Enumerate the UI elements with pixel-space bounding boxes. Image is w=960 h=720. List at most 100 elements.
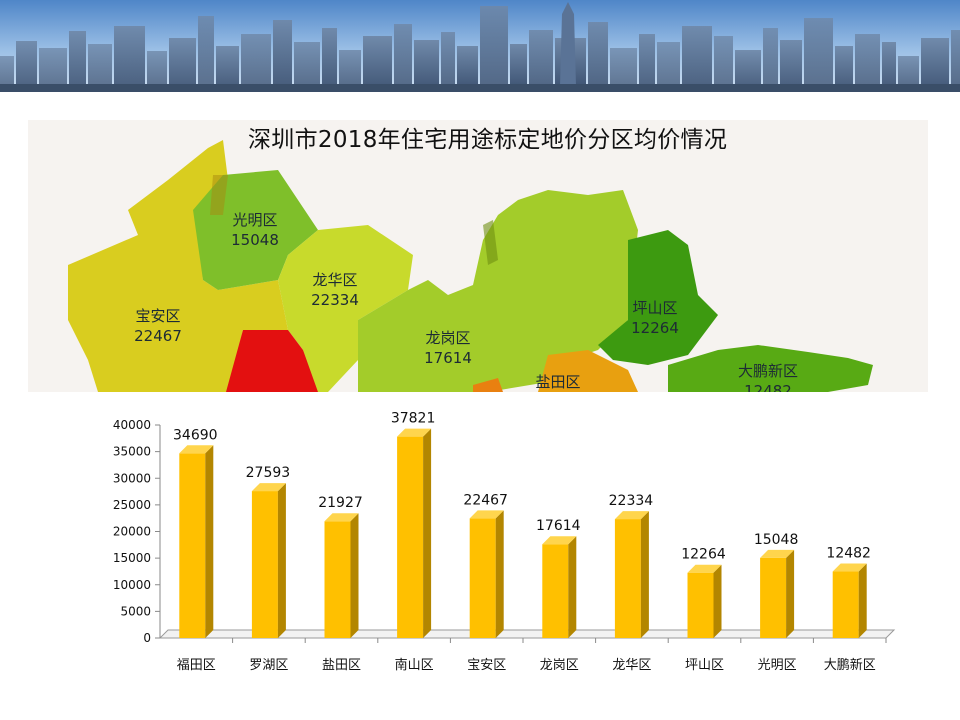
district-name: 宝安区 [135,307,181,325]
district-value: 12482 [744,382,792,392]
skyline-building [88,44,112,86]
map-region-dapeng [668,345,873,392]
map-relief-edge [483,220,498,265]
skyline-building [588,22,608,86]
bar-side [713,564,722,638]
skyline-building [322,28,337,86]
map-label-longgang: 龙岗区 17614 [424,328,472,368]
skyline-building [273,20,292,86]
bar-chart-panel: 0 5000 10000 15000 20000 25000 30000 35000 40000… [88,395,908,690]
bar-top [832,563,867,572]
y-tick-label: 20000 [113,525,151,539]
skyline-building [735,50,761,86]
map-region-baoan [68,140,288,392]
district-name: 龙岗区 [425,329,471,347]
skyline-building [394,24,412,86]
skyline-building [198,16,214,86]
bar [324,521,351,638]
skyline-building [610,48,637,86]
map-label-guangming: 光明区 15048 [231,210,279,250]
district-value: 15048 [231,231,279,249]
skyline-tower [560,2,576,86]
skyline-banner-image [0,0,960,92]
skyline-building [39,48,67,86]
district-name: 盐田区 [535,373,581,391]
y-tick-label: 40000 [113,418,151,432]
y-tick-label: 10000 [113,578,151,592]
skyline-building [147,51,167,86]
district-value: 22467 [134,327,182,345]
x-category-label: 坪山区 [685,658,724,673]
x-category-label: 龙华区 [612,658,651,673]
bar-side [205,445,214,638]
bar-side [495,510,504,638]
map-label-dapeng: 大鹏新区 12482 [738,361,798,392]
bar-top [324,513,359,522]
map-region-pingshan [598,230,718,365]
bar-value-label: 12264 [681,547,726,563]
x-category-label: 龙岗区 [540,658,579,673]
bar-top [687,564,722,573]
map-region-nanshan [226,330,318,392]
skyline-building [339,50,361,86]
y-tick-label: 35000 [113,445,151,459]
skyline-building [457,46,478,86]
bar-top [614,511,649,520]
skyline-building [714,36,733,86]
skyline-building [441,32,455,86]
skyline-building [951,30,960,86]
bar-value-label: 22334 [609,493,654,509]
bar [469,518,496,638]
bar-top [542,536,577,545]
bar [614,519,641,638]
bar [832,571,859,638]
district-name: 坪山区 [632,299,678,317]
skyline-building [216,46,239,86]
map-title: 深圳市2018年住宅用途标定地价分区均价情况 [248,127,728,153]
bar-side [858,563,867,638]
map-region-longhua [278,225,413,392]
district-name: 光明区 [232,211,278,229]
district-map: 深圳市2018年住宅用途标定地价分区均价情况 光明区 15048 龙华区 223… [28,120,928,392]
x-category-label: 大鹏新区 [824,657,876,673]
skyline-building [682,26,712,86]
bar [687,572,714,638]
bar-value-label: 27593 [246,465,291,481]
bar-value-label: 15048 [754,532,799,548]
x-category-label: 光明区 [758,658,797,673]
map-label-longhua: 龙华区 22334 [311,270,359,310]
skyline-building [780,40,802,86]
district-name: 龙华区 [312,271,358,289]
skyline-building [639,34,655,86]
bar-side [423,428,432,638]
bar-value-label: 21927 [318,495,363,511]
skyline-building [855,34,880,86]
bar-top [397,428,432,437]
bar-chart: 0 5000 10000 15000 20000 25000 30000 35000 40000… [113,411,896,673]
map-region-yantian [538,350,638,392]
bar [179,453,206,638]
x-category-label: 福田区 [177,658,216,673]
district-name: 大鹏新区 [737,362,799,380]
skyline-building [921,38,949,86]
skyline-building [898,56,919,86]
x-category-label: 盐田区 [322,658,361,673]
skyline-building [69,31,86,86]
bar-value-label: 17614 [536,518,581,534]
map-region-patch [473,378,503,392]
skyline-building [294,42,320,86]
bar-value-label: 34690 [173,427,218,443]
bar [760,557,787,638]
bar-side [277,483,286,638]
skyline-building [241,34,271,86]
bar [542,544,569,638]
skyline-building [657,42,680,86]
bar-side [350,513,359,638]
skyline-building [835,46,853,86]
bar-value-label: 37821 [391,411,436,427]
bar-side [786,549,795,638]
skyline-building [480,6,508,86]
y-tick-label: 0 [143,631,151,645]
skyline-building [414,40,439,86]
x-category-label: 宝安区 [467,658,506,673]
